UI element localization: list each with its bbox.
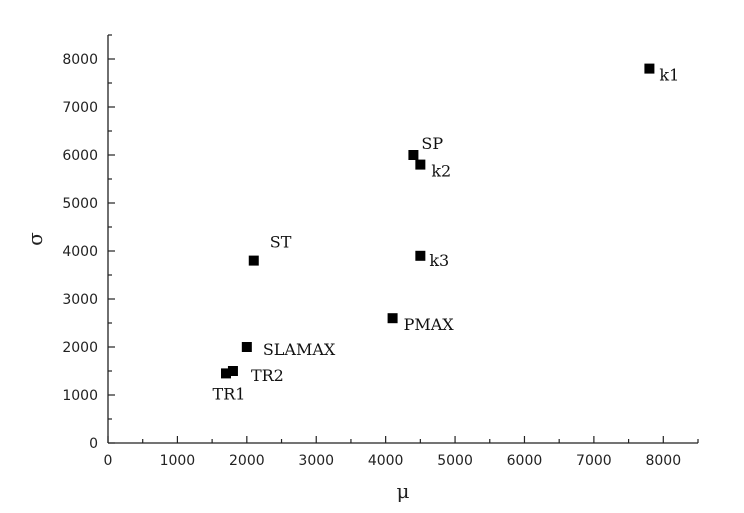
x-tick-label: 7000 (576, 453, 612, 469)
x-tick-label: 5000 (437, 453, 473, 469)
point-k1 (644, 63, 655, 74)
x-axis-label: μ (397, 479, 410, 503)
y-tick-label: 6000 (62, 148, 98, 164)
y-tick-label: 8000 (62, 52, 98, 68)
point-slamax (241, 342, 252, 352)
point-pmax (387, 313, 398, 324)
point-label-slamax: SLAMAX (263, 340, 336, 359)
point-label-k3: k3 (429, 251, 449, 270)
y-tick-label: 4000 (62, 244, 98, 260)
point-sp (408, 150, 419, 160)
point-label-st: ST (270, 233, 292, 252)
y-tick-label: 3000 (62, 292, 98, 308)
point-label-pmax: PMAX (404, 315, 455, 334)
y-tick-label: 2000 (62, 340, 98, 356)
x-tick-label: 4000 (368, 453, 404, 469)
axes (107, 35, 698, 444)
y-axis-label: σ (23, 232, 47, 246)
y-tick-label: 0 (89, 436, 98, 452)
point-labels: k1 SP k2 k3 ST PMAX SLAMAX TR2 TR1 (213, 66, 680, 404)
data-points (221, 63, 655, 379)
point-label-tr2: TR2 (251, 366, 284, 385)
point-label-k1: k1 (659, 66, 679, 85)
x-tick-label: 6000 (507, 453, 543, 469)
x-tick-label: 1000 (160, 453, 196, 469)
x-tick-label: 0 (104, 453, 113, 469)
y-ticks: 0 1000 2000 3000 4000 5000 6000 7000 8000 (62, 34, 115, 452)
y-tick-label: 7000 (62, 100, 98, 116)
x-tick-label: 2000 (229, 453, 265, 469)
point-k3 (415, 250, 426, 261)
point-st (248, 255, 259, 266)
x-tick-label: 8000 (645, 453, 681, 469)
point-label-tr1: TR1 (213, 384, 246, 403)
point-label-k2: k2 (431, 162, 451, 181)
point-k2 (415, 159, 426, 170)
x-tick-label: 3000 (298, 453, 334, 469)
point-tr2 (227, 366, 238, 376)
y-tick-label: 1000 (62, 388, 98, 404)
point-tr1 (221, 368, 231, 379)
point-label-sp: SP (421, 134, 443, 153)
y-tick-label: 5000 (62, 196, 98, 212)
x-ticks: 0 1000 2000 3000 4000 5000 6000 7000 8000 (104, 436, 699, 469)
